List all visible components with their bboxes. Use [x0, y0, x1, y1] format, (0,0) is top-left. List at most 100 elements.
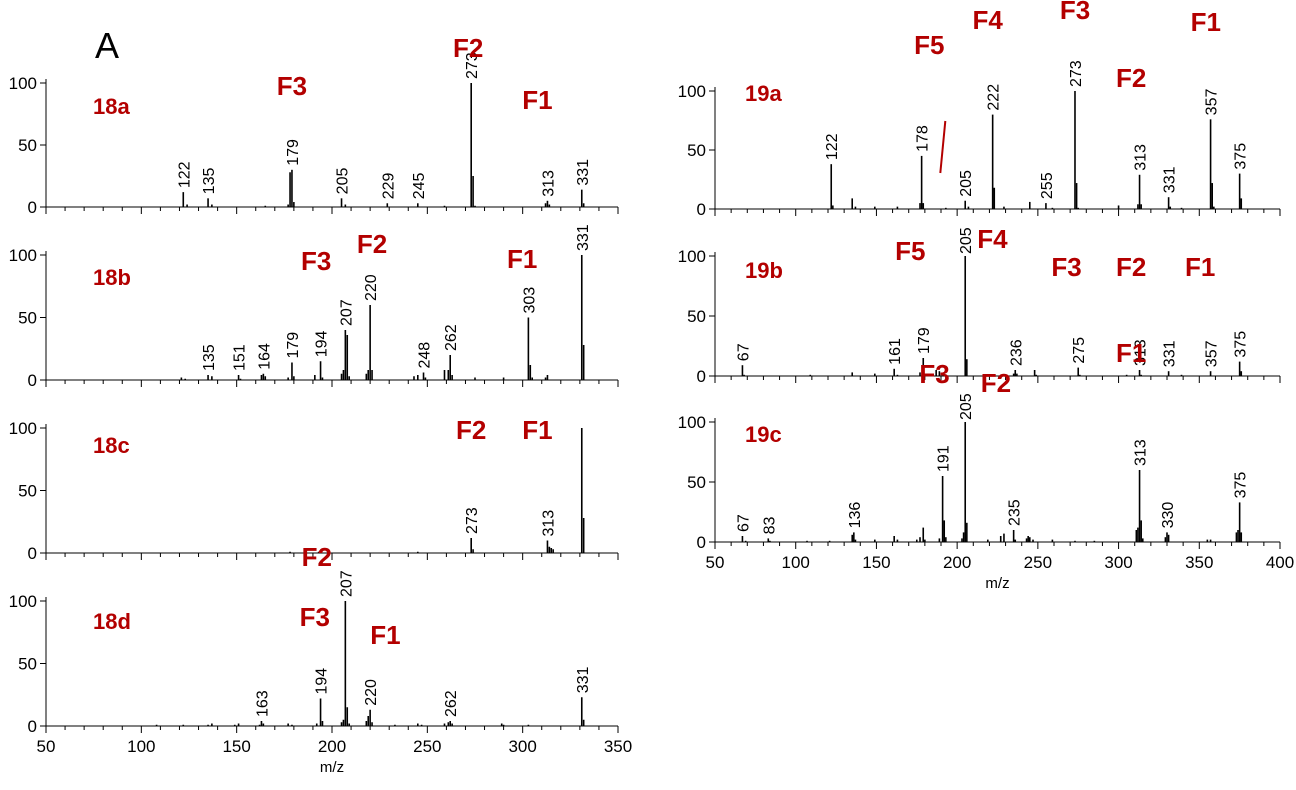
peak-label: 273: [1068, 60, 1085, 87]
x-tick-label: 300: [1104, 553, 1132, 572]
peak-label: 262: [443, 324, 460, 351]
y-tick-label: 0: [28, 717, 37, 736]
peak-label: 313: [1133, 144, 1150, 171]
y-tick-label: 100: [678, 413, 706, 432]
peak-label: 313: [1133, 439, 1150, 466]
peak-label: 220: [363, 274, 380, 301]
peak-label: 122: [824, 133, 841, 160]
peaks: [741, 422, 1243, 542]
x-tick-label: 400: [1266, 553, 1294, 572]
peak-label: 151: [232, 344, 249, 371]
spectrum-panel-19a: 0 50 100 19a 122 178 205 222 255 273 313 331 357 375 F…: [678, 0, 1281, 219]
peak-label: 331: [575, 224, 592, 251]
peak-label: 375: [1233, 472, 1250, 499]
x-tick-label: 350: [1185, 553, 1213, 572]
peak-label: 135: [201, 168, 218, 195]
peak-label: 330: [1160, 502, 1177, 529]
spectrum-panel-18c: 0 50 100 18c 273 313 F2 F1: [9, 415, 619, 563]
fragment-label: F2: [302, 542, 332, 572]
x-tick-label: 200: [943, 553, 971, 572]
x-axis-label: m/z: [320, 759, 344, 776]
peak-label: 255: [1039, 172, 1056, 199]
peak-label: 331: [1162, 340, 1179, 367]
fragment-label: F2: [1116, 252, 1146, 282]
fragment-label: F1: [507, 244, 537, 274]
y-tick-label: 100: [9, 246, 37, 265]
peak-label: 248: [417, 342, 434, 369]
fragment-label: F1: [522, 415, 552, 445]
peak-label: 205: [958, 393, 975, 420]
panel-label: 18d: [93, 609, 131, 634]
x-tick-label: 100: [127, 737, 155, 756]
x-tick-label: 150: [222, 737, 250, 756]
peak-label: 273: [464, 507, 481, 534]
peaks: [155, 601, 585, 726]
fragment-label: F2: [357, 229, 387, 259]
peak-label: 205: [335, 168, 352, 195]
peak-label: 357: [1204, 340, 1221, 367]
peak-label: 220: [363, 679, 380, 706]
peak-label: 229: [380, 172, 397, 199]
fragment-label: F4: [972, 5, 1003, 35]
x-tick-label: 150: [862, 553, 890, 572]
peak-label: 262: [443, 690, 460, 717]
y-tick-label: 50: [687, 307, 706, 326]
fragment-label: F2: [456, 415, 486, 445]
peak-label: 67: [735, 514, 752, 532]
peak-label: 67: [735, 343, 752, 361]
y-tick-label: 100: [678, 82, 706, 101]
peak-label: 194: [314, 330, 331, 357]
y-tick-label: 50: [18, 655, 37, 674]
peak-label: 273: [464, 52, 481, 79]
y-tick-label: 50: [18, 136, 37, 155]
peak-label: 313: [1133, 339, 1150, 366]
peak-label: 205: [958, 227, 975, 254]
peak-label: 191: [936, 445, 953, 472]
peak-label: 357: [1204, 89, 1221, 116]
fragment-pointer: [939, 120, 947, 174]
peak-label: 136: [847, 502, 864, 529]
y-tick-label: 100: [678, 247, 706, 266]
fragment-label: F1: [1116, 338, 1146, 368]
peaks: [741, 256, 1243, 376]
fragment-label: F2: [981, 368, 1011, 398]
panel-label: 19b: [745, 258, 783, 283]
y-tick-label: 100: [9, 419, 37, 438]
peak-label: 161: [887, 338, 904, 365]
peak-label: 236: [1008, 339, 1025, 366]
x-tick-label: 100: [782, 553, 810, 572]
x-tick-label: 50: [706, 553, 725, 572]
y-tick-label: 100: [9, 74, 37, 93]
fragment-label: F3: [1051, 252, 1081, 282]
fragment-label: F3: [919, 359, 949, 389]
peak-label: 331: [1162, 166, 1179, 193]
peak-label: 313: [540, 170, 557, 197]
panel-label: 18b: [93, 265, 131, 290]
x-tick-label: 50: [37, 737, 56, 756]
x-tick-label: 250: [413, 737, 441, 756]
y-tick-label: 0: [697, 200, 706, 219]
peak-label: 163: [254, 690, 271, 717]
fragment-label: F3: [1060, 0, 1090, 25]
peak-label: 303: [521, 287, 538, 314]
peak-label: 164: [256, 343, 273, 370]
x-tick-label: 300: [508, 737, 536, 756]
fragment-label: F1: [1191, 7, 1221, 37]
fragment-label: F1: [370, 620, 400, 650]
peak-label: 207: [338, 299, 355, 326]
y-tick-label: 100: [9, 592, 37, 611]
fragment-label: F5: [914, 30, 944, 60]
x-axis-label: m/z: [985, 575, 1009, 592]
y-tick-label: 0: [28, 198, 37, 217]
peak-label: 222: [986, 84, 1003, 111]
spectrum-panel-18b: 0 50 100 18b 135 151 164 179 194 207 220 248 262 303 3…: [9, 224, 619, 390]
panel-label: 18c: [93, 433, 130, 458]
fragment-label: F2: [1116, 63, 1146, 93]
y-tick-label: 0: [28, 371, 37, 390]
peak-label: 122: [176, 161, 193, 188]
y-tick-label: 0: [697, 533, 706, 552]
